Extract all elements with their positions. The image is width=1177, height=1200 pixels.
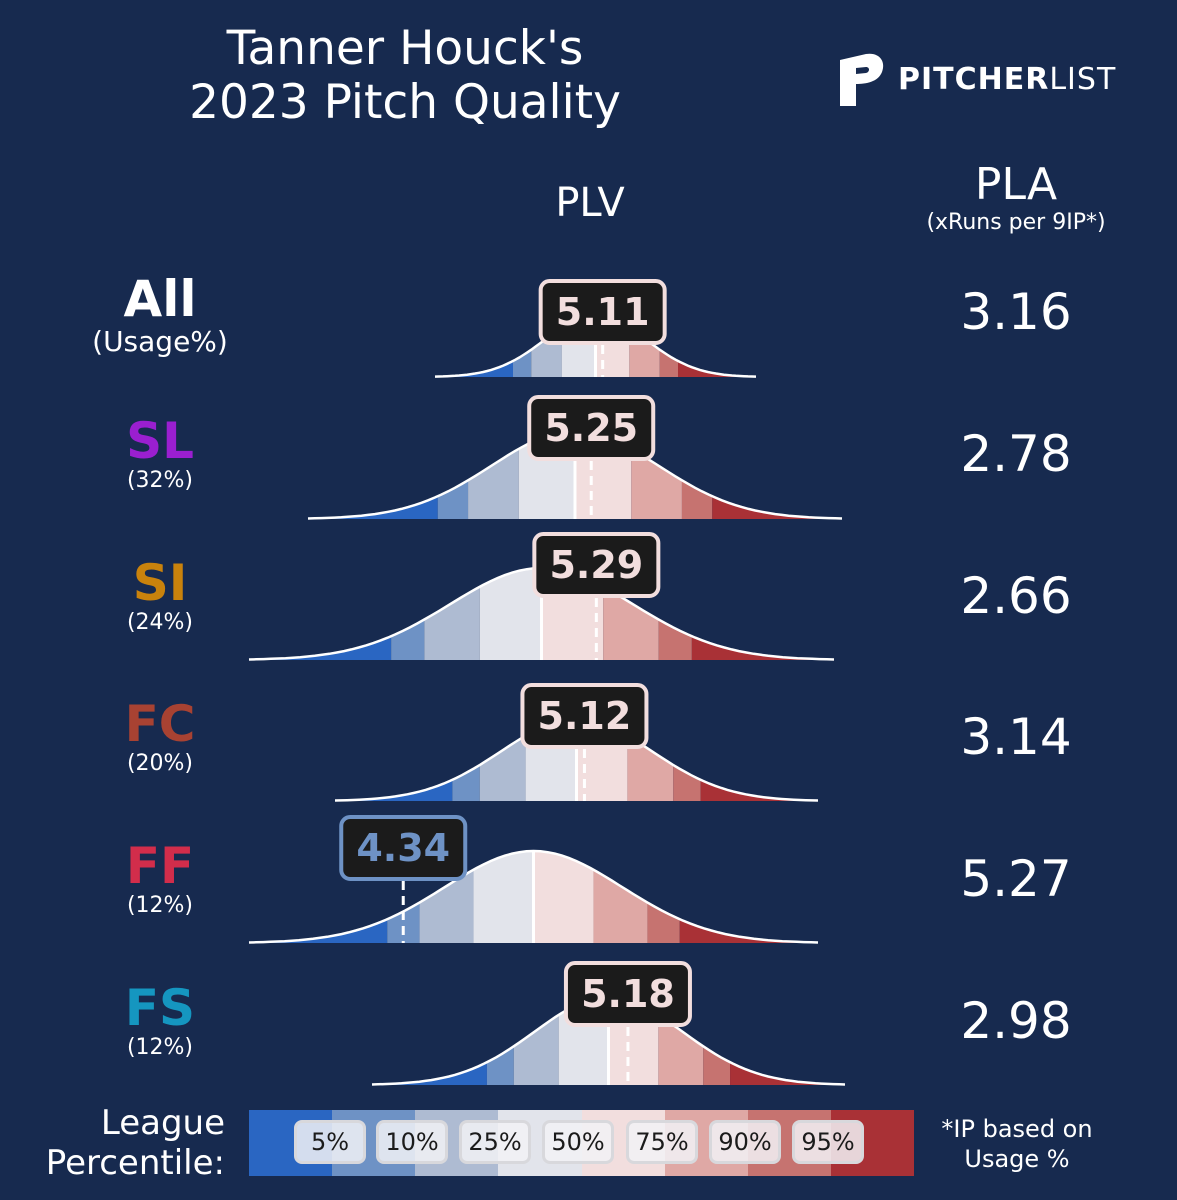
league-label-line1: League (100, 1103, 225, 1143)
percentile-band (678, 315, 756, 377)
legend-chip: 5% (294, 1120, 366, 1164)
percentile-band (479, 568, 542, 660)
percentile-band (473, 851, 534, 943)
pitch-label-FF: FF (12%) (40, 839, 280, 919)
pla-value-FS: 2.98 (960, 992, 1072, 1050)
plv-value-box-SL (527, 395, 656, 461)
pitch-usage: (Usage%) (92, 325, 228, 358)
percentile-band (437, 431, 469, 519)
legend-chip: 75% (626, 1120, 698, 1164)
pla-header-label: PLA (974, 159, 1058, 210)
footnote: *IP based on Usage % (922, 1114, 1112, 1174)
pla-value-All: 3.16 (960, 283, 1072, 341)
pitch-label-SL: SL (32%) (40, 414, 280, 494)
plv-value-box-FS (563, 961, 692, 1027)
plv-value-box-FC (520, 683, 649, 749)
percentile-band (479, 719, 526, 801)
pla-value-FC: 3.14 (960, 708, 1072, 766)
plv-value-box-FF (339, 815, 468, 881)
legend-chip: 25% (459, 1120, 531, 1164)
pitch-usage: (12%) (126, 1035, 194, 1060)
percentile-band (647, 851, 680, 943)
plv-value-box-SI (532, 532, 661, 598)
percentile-band (424, 568, 480, 660)
plv-column-header: PLV (555, 180, 625, 226)
pitch-code: FS (124, 979, 196, 1037)
percentile-band (673, 719, 701, 801)
league-label-line2: Percentile: (45, 1143, 225, 1183)
percentile-band (435, 315, 513, 377)
percentile-band (486, 997, 514, 1085)
pla-value-FF: 5.27 (960, 850, 1072, 908)
chart-title: Tanner Houck's 2023 Pitch Quality (150, 22, 660, 130)
percentile-band (372, 997, 487, 1085)
pla-value-SI: 2.66 (960, 567, 1072, 625)
pitch-code: SI (132, 554, 188, 612)
percentile-band (512, 315, 532, 377)
pla-header-subtitle: (xRuns per 9IP*) (926, 210, 1106, 235)
pitch-label-FC: FC (20%) (40, 697, 280, 777)
pitch-code: SL (126, 412, 194, 470)
pitch-code: FF (125, 837, 195, 895)
percentile-band (452, 719, 480, 801)
plv-value-label-FC: 5.12 (538, 694, 632, 738)
percentile-band (391, 568, 425, 660)
pitch-code: FC (124, 695, 196, 753)
percentile-band (593, 851, 648, 943)
legend-chip: 10% (376, 1120, 448, 1164)
legend-chip: 50% (542, 1120, 614, 1164)
percentile-band (658, 568, 692, 660)
pitch-usage: (32%) (126, 468, 194, 493)
footnote-line1: *IP based on (941, 1115, 1093, 1143)
pla-column-header: PLA (xRuns per 9IP*) (900, 160, 1132, 236)
pitch-usage: (12%) (126, 893, 194, 918)
percentile-band (691, 568, 834, 660)
pitch-label-SI: SI (24%) (40, 556, 280, 636)
plv-value-label-All: 5.11 (556, 290, 650, 334)
chart-title-line2: 2023 Pitch Quality (189, 75, 621, 130)
pitch-label-All: All (Usage%) (40, 272, 280, 358)
percentile-band (468, 431, 519, 519)
chart-title-line1: Tanner Houck's (226, 21, 584, 76)
footnote-line2: Usage % (964, 1145, 1070, 1173)
logo-bold-text: PITCHER (898, 62, 1050, 97)
percentile-band (513, 997, 559, 1085)
percentile-band (712, 431, 842, 519)
pitch-code: All (123, 270, 197, 328)
plv-value-label-FF: 4.34 (356, 826, 450, 870)
percentile-band (679, 851, 818, 943)
percentile-band (703, 997, 731, 1085)
league-percentile-label: League Percentile: (20, 1103, 225, 1183)
pitch-usage: (20%) (126, 751, 194, 776)
pitch-label-FS: FS (12%) (40, 981, 280, 1061)
plv-value-label-FS: 5.18 (581, 972, 675, 1016)
percentile-band (700, 719, 818, 801)
pitch-usage: (24%) (126, 610, 194, 635)
percentile-band (681, 431, 713, 519)
pitcherlist-p-icon (840, 53, 884, 106)
pitcherlist-wordmark: PITCHERLIST (898, 62, 1116, 97)
plv-value-label-SL: 5.25 (544, 406, 638, 450)
legend-chip: 90% (709, 1120, 781, 1164)
pla-value-SL: 2.78 (960, 425, 1072, 483)
logo-light-text: LIST (1049, 62, 1117, 97)
percentile-band (533, 851, 594, 943)
plv-value-label-SI: 5.29 (549, 543, 643, 587)
percentile-band (730, 997, 845, 1085)
percentile-band (335, 719, 453, 801)
percentile-band (308, 431, 438, 519)
legend-chip: 95% (792, 1120, 864, 1164)
plv-value-box-All (538, 279, 667, 345)
